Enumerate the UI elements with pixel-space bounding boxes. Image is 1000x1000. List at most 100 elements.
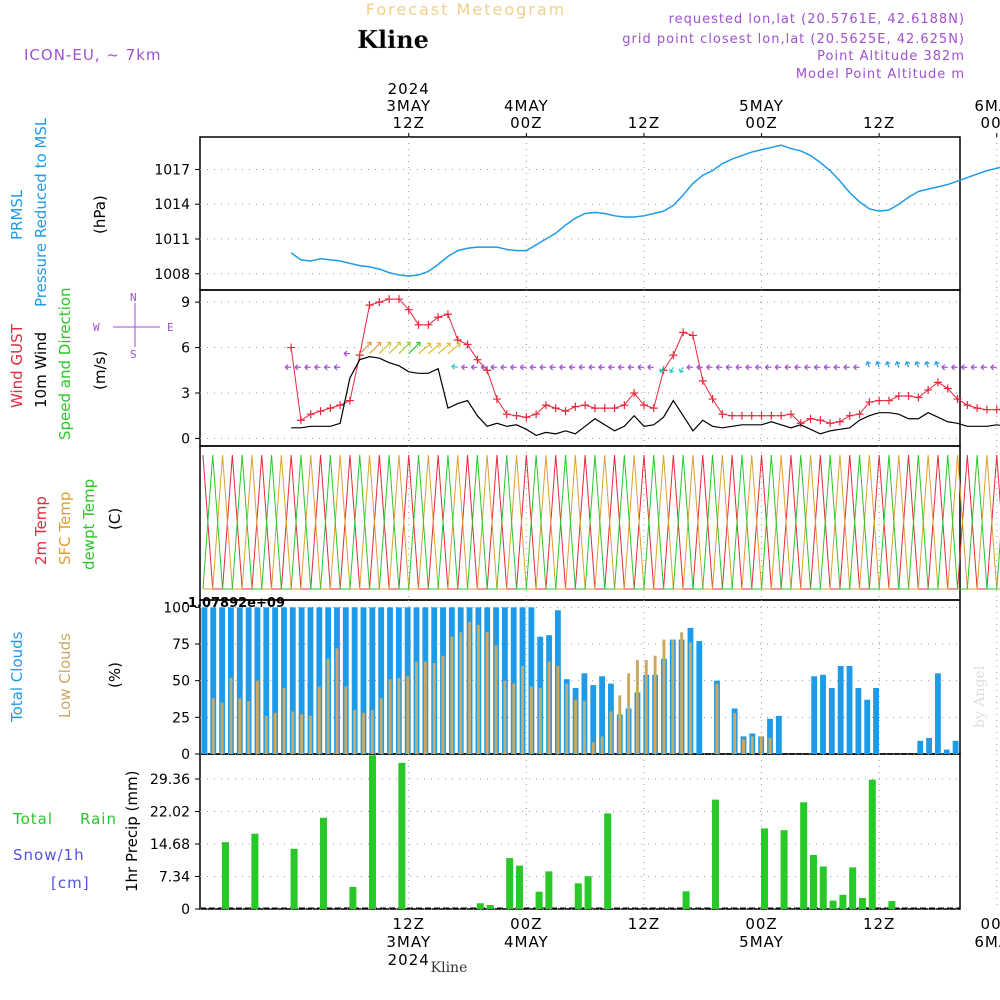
wind-arrow-head <box>823 364 828 371</box>
low-cloud-bar <box>503 680 507 754</box>
top-time-label: 3MAY <box>386 97 431 115</box>
gust-marker <box>982 405 991 414</box>
rain-bar <box>858 897 866 909</box>
gust-marker <box>777 411 786 420</box>
grid-point-coords: grid point closest lon,lat (20.5625E, 42… <box>622 32 965 47</box>
wind-arrow-head <box>470 364 475 371</box>
gust-marker <box>796 419 805 428</box>
y-tick-label: 0 <box>181 747 190 763</box>
total-cloud-bar <box>298 607 305 754</box>
y-tick-label: 7.34 <box>159 869 190 885</box>
low-cloud-bar <box>494 645 498 754</box>
y-tick-label: 50 <box>172 674 190 690</box>
wind-arrow-head <box>875 361 881 366</box>
total-cloud-bar <box>952 740 959 754</box>
gust-marker <box>992 405 1000 414</box>
wind-arrow-head <box>627 364 632 371</box>
compass-rose: N E S W <box>93 291 174 361</box>
gust-marker <box>630 388 639 397</box>
total-cloud-bar <box>210 607 217 754</box>
gust-marker <box>336 401 345 410</box>
gust-marker <box>287 343 296 352</box>
precip-unit-label: 1hr Precip (mm) <box>123 771 141 892</box>
gust-marker <box>296 416 305 425</box>
low-cloud-bar <box>450 636 454 754</box>
low-cloud-bar <box>397 677 401 754</box>
top-time-label: 4MAY <box>504 97 549 115</box>
point-altitude: Point Altitude 382m <box>817 49 965 64</box>
rain-bar <box>515 865 523 909</box>
rain-bar <box>545 871 553 909</box>
low-cloud-bar <box>326 658 330 754</box>
total-cloud-bar <box>201 607 208 754</box>
gust-marker <box>728 411 737 420</box>
precip-snow-label: Snow/1h <box>13 846 85 864</box>
low-cloud-bar <box>609 711 613 754</box>
bottom-time-label: 12Z <box>628 915 660 933</box>
wind-direction-arrow <box>418 342 432 355</box>
wind-arrow-head <box>904 361 911 366</box>
wind-arrow-head <box>941 364 946 371</box>
wind-arrow-head <box>784 364 789 371</box>
wind-direction-arrow <box>886 361 890 368</box>
low-cloud-bar <box>689 642 692 754</box>
total-cloud-bar <box>917 740 924 754</box>
gust-marker <box>698 376 707 385</box>
wind-arrow-head <box>843 364 848 371</box>
wind-arrow-head <box>568 364 573 371</box>
bottom-time-label: 4MAY <box>504 933 549 951</box>
total-cloud-bar <box>943 749 950 754</box>
total-cloud-bar <box>289 607 296 754</box>
wind-arrow-head <box>960 364 965 371</box>
temp-2m-label: 2m Temp <box>32 496 50 565</box>
total-cloud-bar <box>510 607 517 754</box>
wind-arrow-head <box>539 364 544 371</box>
y-tick-label: 14.68 <box>150 837 190 853</box>
gust-marker <box>404 305 413 314</box>
y-tick-label: 100 <box>163 600 190 616</box>
total-cloud-bar <box>263 607 270 754</box>
low-cloud-bar <box>406 676 410 754</box>
gust-marker <box>443 310 452 319</box>
wind-arrow-head <box>416 341 421 347</box>
precip-snow-unit: [cm] <box>51 874 90 892</box>
panel-frame-p <box>199 136 961 291</box>
low-cloud-bar <box>653 655 657 754</box>
wind-arrow-head <box>314 364 318 371</box>
precip-rain-label: Rain <box>80 810 117 828</box>
location-title: Kline <box>357 25 429 54</box>
y-tick-label: 29.36 <box>150 772 190 788</box>
total-cloud-bar <box>307 607 314 754</box>
rain-bar <box>849 867 857 909</box>
wind-arrow-head <box>865 361 871 366</box>
gust-marker <box>747 411 756 420</box>
low-cloud-bar <box>362 712 365 754</box>
total-cloud-bar <box>360 607 367 754</box>
requested-coords: requested lon,lat (20.5761E, 42.6188N) <box>669 12 965 27</box>
low-cloud-bar <box>759 736 763 754</box>
compass-east: E <box>167 321 174 334</box>
rain-bar <box>829 900 837 909</box>
pressure-line <box>290 144 1000 277</box>
gust-marker <box>345 396 354 405</box>
wind-gust-label: Wind GUST <box>8 323 26 408</box>
rain-bar <box>711 799 719 909</box>
low-cloud-bar <box>644 660 648 754</box>
gust-marker <box>551 404 560 413</box>
low-cloud-bar <box>309 715 312 754</box>
low-cloud-bar <box>680 632 684 754</box>
wind-arrow-head <box>617 364 622 371</box>
wind-arrow-head <box>598 364 603 371</box>
total-cloud-bar <box>855 688 862 754</box>
total-cloud-bar <box>590 685 597 754</box>
low-cloud-bar <box>556 666 560 754</box>
rain-bar <box>868 779 876 909</box>
wind-arrow-head <box>367 341 372 347</box>
rain-bar <box>486 905 494 909</box>
wind-arrow-head <box>853 364 857 371</box>
wind-arrow-head <box>894 361 901 366</box>
total-cloud-bar <box>775 715 782 754</box>
low-cloud-bar <box>247 701 251 754</box>
total-cloud-bar <box>351 607 358 754</box>
